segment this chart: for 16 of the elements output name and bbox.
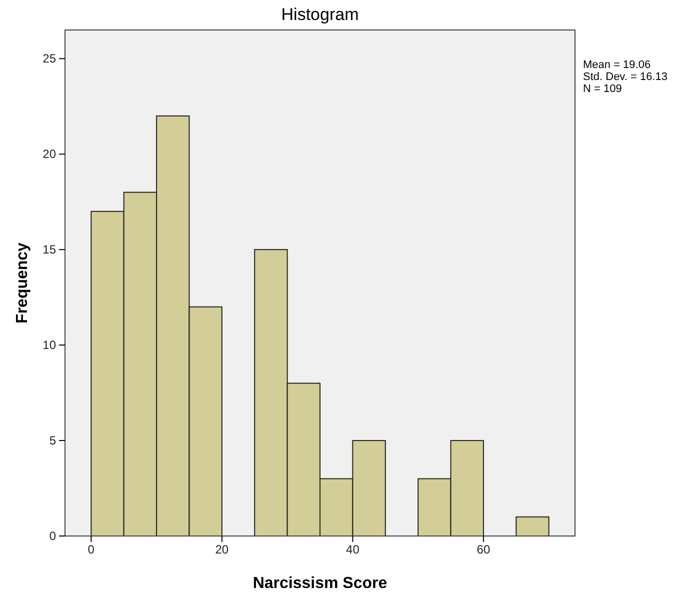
- y-tick-label: 20: [42, 146, 56, 161]
- x-tick-label: 0: [88, 542, 95, 557]
- y-tick-label: 5: [49, 433, 56, 448]
- x-axis-title: Narcissism Score: [252, 575, 388, 592]
- x-tick-label: 60: [476, 542, 490, 557]
- x-tick-label: 40: [346, 542, 360, 557]
- text: Mean = 19.06: [583, 59, 651, 71]
- chart-title: Histogram: [281, 5, 359, 24]
- y-tick-label: 0: [49, 528, 56, 543]
- x-tick-label: 20: [215, 542, 229, 557]
- text: N = 109: [583, 83, 622, 95]
- y-tick-label: 10: [42, 338, 56, 352]
- y-tick-label: 25: [42, 51, 56, 66]
- y-tick-label: 15: [42, 242, 56, 256]
- y-axis-title: Frequency: [14, 242, 31, 324]
- text: Std. Dev. = 16.13: [583, 71, 668, 83]
